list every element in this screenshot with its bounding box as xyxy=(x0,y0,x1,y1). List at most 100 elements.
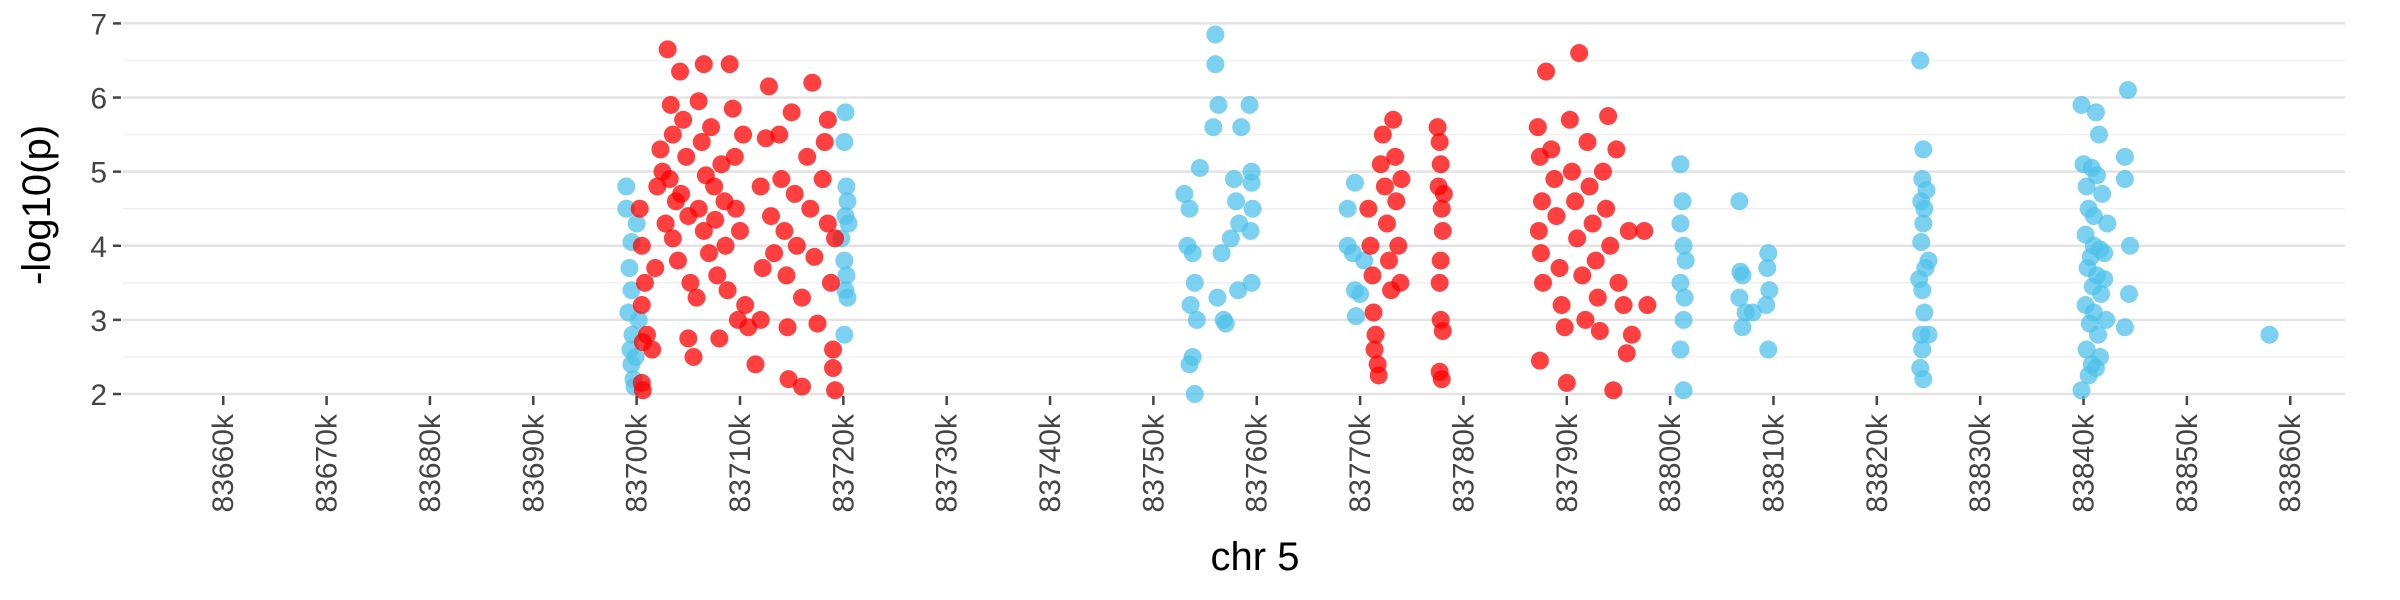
point xyxy=(629,310,648,329)
point xyxy=(2115,318,2134,337)
x-tick-label: 83850k xyxy=(2171,413,2204,512)
point xyxy=(1552,296,1571,315)
point xyxy=(1181,296,1200,315)
point xyxy=(694,55,713,74)
point xyxy=(2077,177,2096,196)
point xyxy=(726,199,745,218)
point xyxy=(712,155,731,174)
point xyxy=(818,110,837,129)
point xyxy=(798,147,817,166)
point xyxy=(815,133,834,151)
point xyxy=(805,247,824,266)
point xyxy=(1227,192,1246,211)
point xyxy=(1560,110,1579,129)
point xyxy=(1229,281,1248,300)
point xyxy=(1604,381,1623,400)
point xyxy=(617,199,636,218)
point xyxy=(734,125,753,144)
point xyxy=(687,288,706,307)
point xyxy=(1674,381,1693,400)
point xyxy=(759,77,778,96)
x-tick-label: 83830k xyxy=(1964,413,1997,512)
point xyxy=(775,221,794,240)
point xyxy=(1375,177,1394,196)
point xyxy=(1671,155,1690,174)
point xyxy=(1431,155,1450,174)
point xyxy=(663,229,682,248)
point xyxy=(746,355,765,374)
point xyxy=(2121,236,2140,255)
point xyxy=(2086,103,2105,122)
point xyxy=(826,381,845,400)
x-tick-label: 83710k xyxy=(724,413,757,512)
point xyxy=(1676,251,1695,270)
point xyxy=(1913,281,1932,300)
point xyxy=(723,99,742,118)
point xyxy=(1566,192,1585,211)
x-tick-label: 83760k xyxy=(1241,413,1274,512)
y-axis-title: -log10(p) xyxy=(15,125,59,285)
point xyxy=(1573,266,1592,285)
point xyxy=(2097,310,2116,329)
point xyxy=(1914,140,1933,159)
point xyxy=(702,118,721,137)
point xyxy=(1590,322,1609,340)
point xyxy=(1758,259,1777,277)
point xyxy=(1674,236,1693,255)
point xyxy=(630,199,649,218)
point xyxy=(1432,370,1451,389)
point xyxy=(1609,273,1628,292)
point xyxy=(838,288,857,307)
point xyxy=(2115,170,2134,189)
point xyxy=(1568,229,1587,248)
point xyxy=(1206,25,1225,44)
point xyxy=(1190,158,1209,177)
x-tick-label: 83840k xyxy=(2068,413,2101,512)
point xyxy=(1242,273,1261,292)
point xyxy=(801,199,820,218)
point xyxy=(661,95,680,114)
x-tick-label: 83810k xyxy=(1757,413,1790,512)
point xyxy=(1759,244,1778,263)
point xyxy=(681,273,700,292)
point xyxy=(1363,266,1382,285)
x-tick-label: 83740k xyxy=(1034,413,1067,512)
point xyxy=(706,210,725,229)
x-tick-label: 83750k xyxy=(1137,413,1170,512)
point xyxy=(1175,184,1194,203)
point xyxy=(835,133,854,151)
point xyxy=(1555,318,1574,337)
point xyxy=(1730,192,1749,211)
point xyxy=(837,266,856,285)
point xyxy=(803,73,822,92)
point xyxy=(1760,281,1779,300)
point xyxy=(1733,318,1752,337)
point xyxy=(1622,325,1641,344)
point xyxy=(730,221,749,240)
point xyxy=(1733,266,1752,285)
point xyxy=(1586,251,1605,270)
point xyxy=(821,273,840,292)
point xyxy=(1588,288,1607,307)
point xyxy=(720,55,739,74)
y-tick-label: 7 xyxy=(90,8,107,41)
point xyxy=(689,199,708,218)
point xyxy=(1361,236,1380,255)
x-tick-label: 83780k xyxy=(1447,413,1480,512)
point xyxy=(1674,310,1693,329)
point xyxy=(818,214,837,233)
point xyxy=(632,296,651,315)
point xyxy=(1364,303,1383,322)
point xyxy=(1671,214,1690,233)
point xyxy=(1431,251,1450,270)
point xyxy=(1338,199,1357,218)
point xyxy=(1915,303,1934,322)
point xyxy=(617,177,636,196)
point xyxy=(1911,51,1930,70)
point xyxy=(751,177,770,196)
point xyxy=(1593,162,1612,181)
point xyxy=(835,251,854,270)
x-tick-label: 83790k xyxy=(1551,413,1584,512)
point xyxy=(778,318,797,337)
point xyxy=(824,359,843,378)
